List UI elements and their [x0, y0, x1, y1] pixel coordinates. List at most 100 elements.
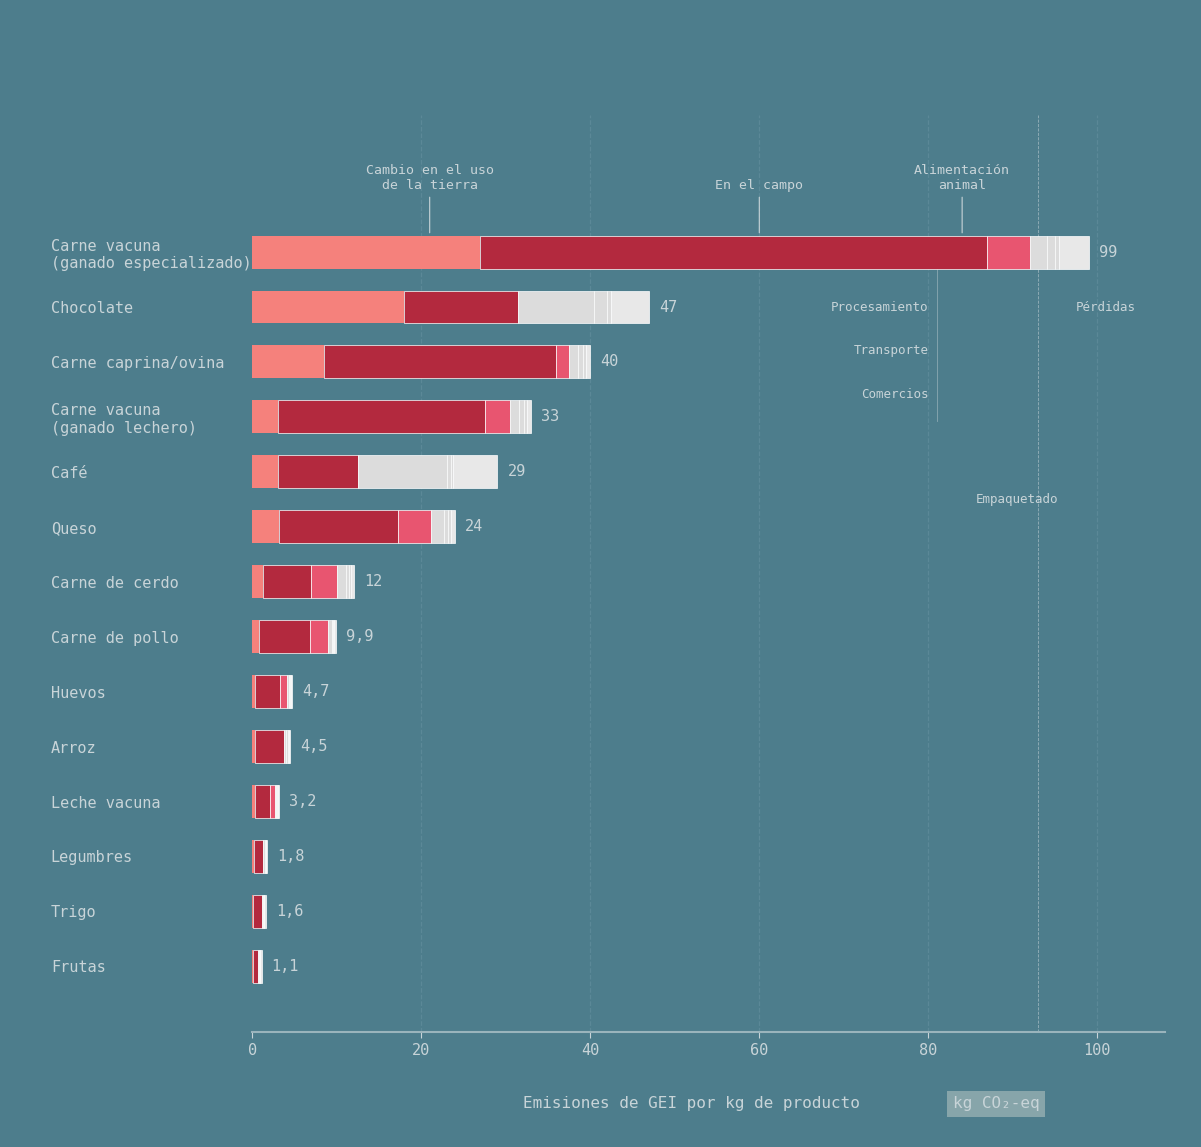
Bar	[349, 565, 351, 599]
Text: kg CO₂-eq: kg CO₂-eq	[952, 1097, 1039, 1111]
Text: 29: 29	[508, 465, 526, 479]
Bar	[263, 565, 311, 599]
Bar	[252, 676, 255, 708]
Text: 3,2: 3,2	[289, 794, 317, 809]
Bar	[280, 510, 398, 544]
Text: Emisiones de GEI por kg de producto: Emisiones de GEI por kg de producto	[524, 1097, 860, 1111]
Bar	[569, 345, 578, 379]
Bar	[277, 455, 358, 489]
Text: 47: 47	[659, 299, 677, 314]
Bar	[252, 345, 324, 379]
Bar	[1046, 235, 1056, 268]
Bar	[262, 895, 263, 928]
Bar	[252, 895, 253, 928]
Text: 4,7: 4,7	[303, 684, 329, 700]
Bar	[289, 676, 291, 708]
Bar	[582, 345, 586, 379]
Text: Cambio en el uso
de la tierra: Cambio en el uso de la tierra	[365, 164, 494, 233]
Bar	[252, 235, 480, 268]
Bar	[453, 455, 497, 489]
Bar	[286, 731, 288, 763]
Bar	[252, 621, 259, 653]
Bar	[586, 345, 590, 379]
Bar	[253, 840, 263, 873]
Text: 9,9: 9,9	[346, 630, 374, 645]
Text: Transporte: Transporte	[854, 344, 928, 358]
Bar	[594, 290, 608, 323]
Bar	[346, 565, 349, 599]
Bar	[405, 290, 519, 323]
Bar	[444, 510, 448, 544]
Bar	[252, 565, 263, 599]
Bar	[252, 290, 405, 323]
Bar	[450, 510, 455, 544]
Text: 4,5: 4,5	[300, 739, 328, 754]
Text: Comercios: Comercios	[861, 389, 928, 401]
Bar	[252, 785, 255, 818]
Bar	[288, 731, 291, 763]
Bar	[253, 895, 262, 928]
Bar	[269, 785, 275, 818]
Bar	[480, 235, 987, 268]
Bar	[252, 731, 255, 763]
Bar	[259, 621, 310, 653]
Text: 24: 24	[465, 520, 484, 535]
Bar	[267, 840, 268, 873]
Bar	[264, 895, 265, 928]
Bar	[255, 676, 280, 708]
Text: En el campo: En el campo	[716, 179, 803, 233]
Bar	[280, 676, 287, 708]
Bar	[334, 621, 336, 653]
Bar	[253, 950, 258, 983]
Bar	[255, 785, 269, 818]
Bar	[431, 510, 444, 544]
Bar	[519, 400, 524, 434]
Bar	[261, 950, 262, 983]
Text: 99: 99	[1099, 244, 1117, 259]
Bar	[263, 840, 264, 873]
Bar	[277, 400, 485, 434]
Text: 33: 33	[542, 409, 560, 424]
Bar	[331, 621, 334, 653]
Bar	[252, 510, 280, 544]
Bar	[336, 565, 346, 599]
Text: Procesamiento: Procesamiento	[831, 301, 928, 313]
Bar	[311, 565, 336, 599]
Bar	[324, 345, 556, 379]
Bar	[1059, 235, 1089, 268]
Bar	[485, 400, 510, 434]
Bar	[611, 290, 650, 323]
Bar	[351, 565, 353, 599]
Bar	[255, 731, 285, 763]
Bar	[310, 621, 328, 653]
Bar	[519, 290, 594, 323]
Bar	[527, 400, 531, 434]
Bar	[252, 455, 277, 489]
Bar	[1029, 235, 1046, 268]
Bar	[450, 455, 453, 489]
Bar	[275, 785, 276, 818]
Bar	[285, 731, 286, 763]
Bar	[524, 400, 527, 434]
Bar	[448, 510, 450, 544]
Bar	[252, 400, 277, 434]
Text: Empaquetado: Empaquetado	[976, 493, 1058, 506]
Text: 12: 12	[364, 575, 382, 590]
Bar	[447, 455, 450, 489]
Text: 1,1: 1,1	[271, 959, 299, 974]
Text: Alimentación
animal: Alimentación animal	[914, 164, 1010, 233]
Bar	[510, 400, 519, 434]
Bar	[556, 345, 569, 379]
Text: Pérdidas: Pérdidas	[1075, 301, 1135, 313]
Bar	[277, 785, 280, 818]
Bar	[252, 840, 253, 873]
Text: 40: 40	[600, 354, 619, 369]
Bar	[608, 290, 611, 323]
Bar	[1056, 235, 1059, 268]
Text: 1,8: 1,8	[277, 849, 305, 864]
Bar	[398, 510, 431, 544]
Bar	[578, 345, 582, 379]
Bar	[358, 455, 447, 489]
Bar	[287, 676, 289, 708]
Bar	[987, 235, 1029, 268]
